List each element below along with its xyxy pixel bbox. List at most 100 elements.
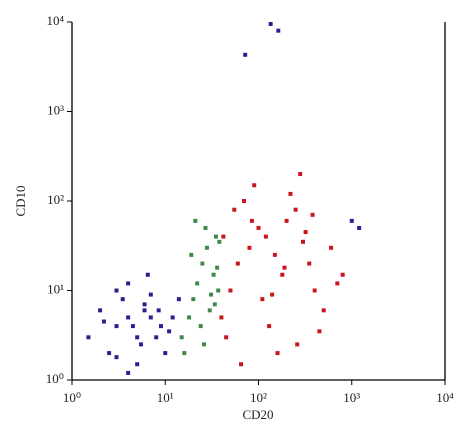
point: [243, 52, 248, 57]
point: [221, 234, 226, 239]
x-tick-label: 10⁰: [63, 390, 81, 405]
point: [295, 342, 300, 347]
point: [357, 225, 362, 230]
point: [209, 292, 214, 297]
point: [312, 288, 317, 293]
point: [307, 261, 312, 266]
x-axis-label: CD20: [242, 407, 273, 422]
point: [187, 315, 192, 320]
point: [242, 199, 247, 203]
point: [340, 272, 345, 277]
point: [317, 329, 322, 334]
point: [195, 281, 200, 286]
x-tick-label: 10⁴: [436, 390, 454, 405]
point: [126, 281, 131, 286]
point: [224, 335, 229, 340]
point: [156, 308, 161, 313]
point: [249, 218, 254, 223]
point: [263, 234, 268, 239]
point: [158, 324, 163, 329]
y-tick-label: 10³: [47, 102, 64, 117]
point: [282, 265, 287, 270]
point: [219, 315, 224, 320]
x-tick-label: 10³: [343, 390, 360, 405]
point: [267, 324, 272, 329]
point: [170, 315, 175, 320]
y-tick-label: 10⁰: [46, 371, 64, 386]
x-tick-label: 10¹: [157, 390, 174, 405]
point: [217, 239, 222, 244]
point: [101, 319, 106, 324]
point: [130, 324, 135, 329]
point: [204, 245, 209, 250]
point: [252, 183, 257, 188]
point: [135, 335, 140, 340]
y-tick-label: 10⁴: [46, 13, 64, 28]
point: [300, 239, 305, 244]
point: [114, 355, 119, 360]
point: [270, 292, 275, 297]
point: [182, 351, 187, 356]
point: [288, 191, 293, 196]
point: [142, 302, 147, 307]
y-tick-label: 10²: [47, 192, 64, 207]
point: [114, 288, 119, 293]
point: [310, 212, 315, 217]
point: [135, 362, 140, 367]
point: [216, 288, 221, 293]
point: [207, 308, 212, 313]
point: [191, 297, 196, 302]
point: [335, 281, 340, 286]
point: [260, 297, 265, 302]
point: [235, 261, 240, 266]
point: [232, 207, 237, 212]
point: [139, 342, 144, 347]
point: [213, 234, 218, 239]
point: [145, 272, 150, 277]
point: [256, 225, 261, 230]
point: [228, 288, 233, 293]
point: [268, 21, 273, 26]
point: [298, 172, 303, 177]
point: [276, 28, 281, 33]
point: [321, 308, 326, 313]
point: [275, 351, 280, 356]
point: [215, 265, 220, 270]
point: [284, 218, 289, 223]
point: [198, 324, 203, 329]
point: [163, 351, 168, 356]
point: [148, 292, 153, 297]
point: [247, 245, 252, 250]
point: [114, 324, 119, 329]
point: [126, 370, 131, 375]
y-axis-label: CD10: [13, 185, 28, 216]
point: [239, 362, 244, 367]
point: [280, 272, 285, 277]
point: [303, 230, 308, 235]
point: [203, 225, 208, 230]
point: [201, 342, 206, 347]
x-tick-label: 10²: [250, 390, 267, 405]
point: [212, 302, 217, 307]
point: [349, 218, 354, 223]
point: [142, 308, 147, 313]
point: [211, 272, 216, 277]
point: [98, 308, 103, 313]
point: [193, 218, 198, 223]
point: [107, 351, 112, 356]
point: [148, 315, 153, 320]
point: [293, 207, 298, 212]
point: [179, 335, 184, 340]
point: [86, 335, 91, 340]
point: [329, 245, 334, 250]
point: [200, 261, 205, 266]
point: [120, 297, 125, 302]
point: [154, 335, 159, 340]
point: [272, 252, 277, 257]
point: [126, 315, 131, 320]
point: [176, 297, 181, 302]
point: [189, 252, 194, 257]
y-tick-label: 10¹: [47, 281, 64, 296]
point: [167, 329, 172, 334]
